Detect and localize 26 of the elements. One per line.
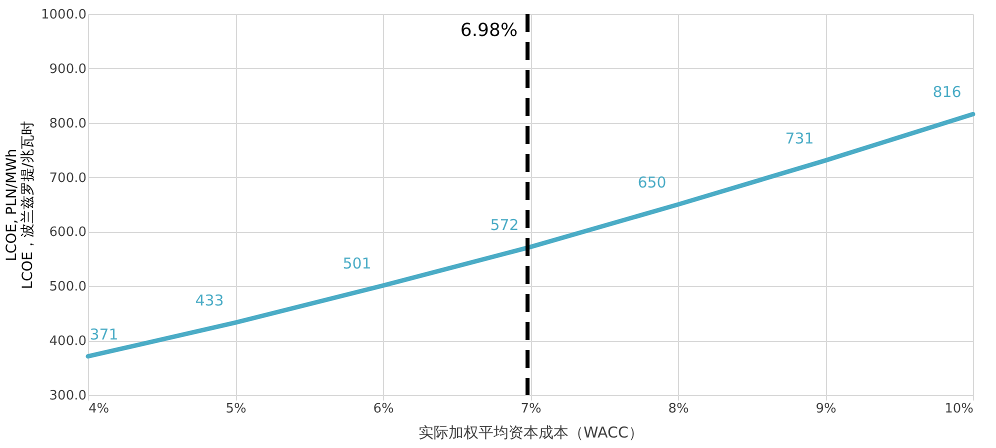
data-label: 433 — [195, 292, 224, 310]
x-tick-label: 7% — [520, 402, 542, 416]
line-series — [86, 112, 976, 359]
x-tick-label: 4% — [88, 402, 110, 416]
data-label: 501 — [342, 254, 372, 273]
x-tick-label: 10% — [944, 402, 974, 416]
x-tick-label: 5% — [226, 402, 246, 416]
y-tick-label: 700.0 — [49, 170, 86, 186]
y-tick-label: 800.0 — [49, 116, 86, 132]
data-label: 572 — [490, 216, 519, 234]
data-label: 731 — [785, 129, 814, 148]
y-tick-label: 500.0 — [49, 280, 86, 295]
y-tick-label: 400.0 — [49, 334, 86, 350]
data-label: 816 — [932, 83, 962, 102]
x-axis-title: 实际加权平均资本成本（WACC） — [418, 424, 644, 442]
ref-line-label: 6.98% — [460, 20, 518, 41]
x-tick-label: 6% — [373, 402, 394, 416]
y-tick-label: 600.0 — [49, 225, 86, 240]
x-tick-label: 9% — [816, 402, 836, 416]
data-label: 371 — [90, 325, 118, 344]
y-tick-label: 300.0 — [49, 388, 86, 404]
data-label: 650 — [638, 174, 666, 192]
y-tick-label: 900.0 — [49, 62, 86, 77]
y-axis-title: LCOE, PLN/MWh LCOE，波兰兹罗提/兆瓦时 — [4, 120, 36, 290]
x-tick-label: 8% — [668, 402, 689, 416]
y-tick-label: 1000.0 — [41, 8, 86, 22]
